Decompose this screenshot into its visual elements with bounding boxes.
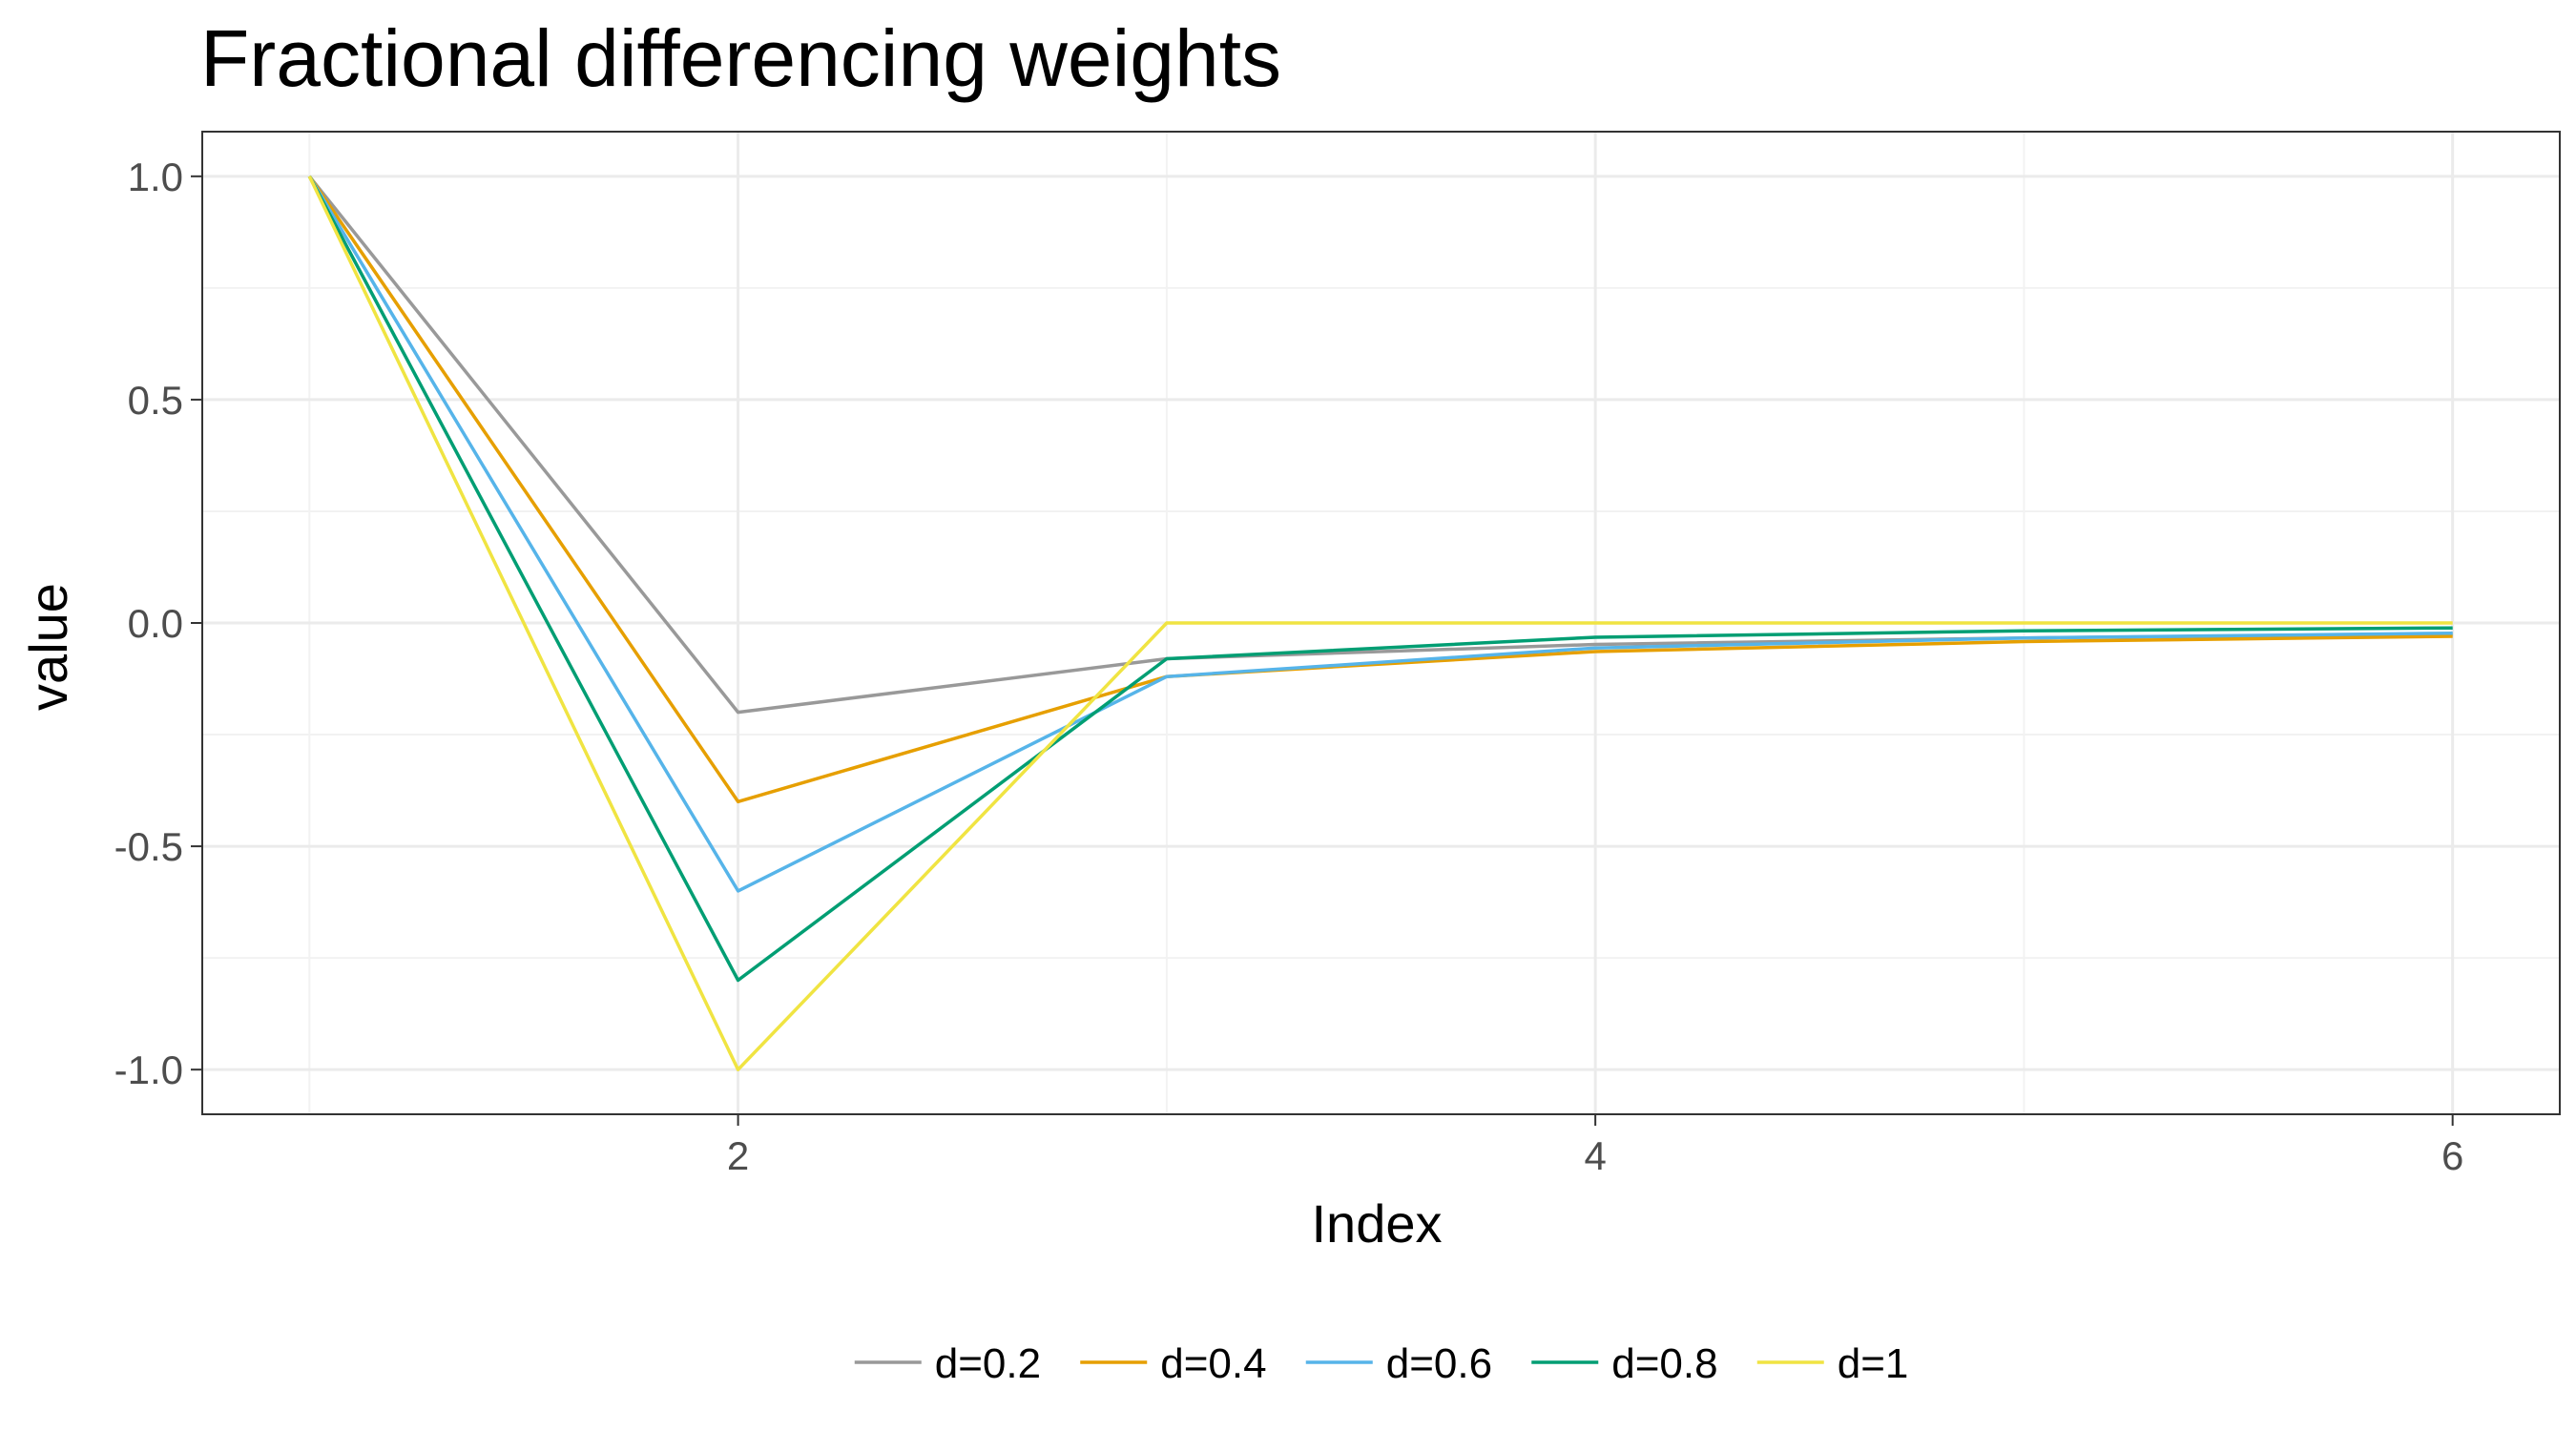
- y-tick-label: 0.0: [128, 601, 183, 646]
- series-line-2: [307, 175, 2453, 804]
- y-axis-title: value: [18, 583, 78, 711]
- legend: d=0.2 d=0.4 d=0.6 d=0.8 d=1: [854, 1340, 1909, 1387]
- x-tick-label: 6: [2441, 1133, 2463, 1178]
- chart-title: Fractional differencing weights: [200, 13, 1281, 103]
- x-tick-label: 2: [727, 1133, 749, 1178]
- series-line-3: [307, 175, 2453, 893]
- y-tick-label: -0.5: [114, 824, 183, 869]
- legend-label-5: d=1: [1838, 1340, 1909, 1387]
- y-tick-label: 1.0: [128, 155, 183, 199]
- legend-label-4: d=0.8: [1611, 1340, 1717, 1387]
- y-tick-label: -1.0: [114, 1047, 183, 1092]
- x-tick-label: 4: [1584, 1133, 1606, 1178]
- series-line-4: [307, 175, 2453, 983]
- series-line-1: [307, 175, 2453, 715]
- legend-label-2: d=0.4: [1160, 1340, 1266, 1387]
- y-tick-label: 0.5: [128, 378, 183, 423]
- plot-panel: 2 4 6 1.0 0.5 0.0 -0.5 -1.0: [114, 131, 2561, 1178]
- x-axis-title: Index: [1312, 1193, 1443, 1254]
- legend-label-3: d=0.6: [1386, 1340, 1492, 1387]
- legend-label-1: d=0.2: [935, 1340, 1041, 1387]
- series-line-5: [307, 176, 2453, 1071]
